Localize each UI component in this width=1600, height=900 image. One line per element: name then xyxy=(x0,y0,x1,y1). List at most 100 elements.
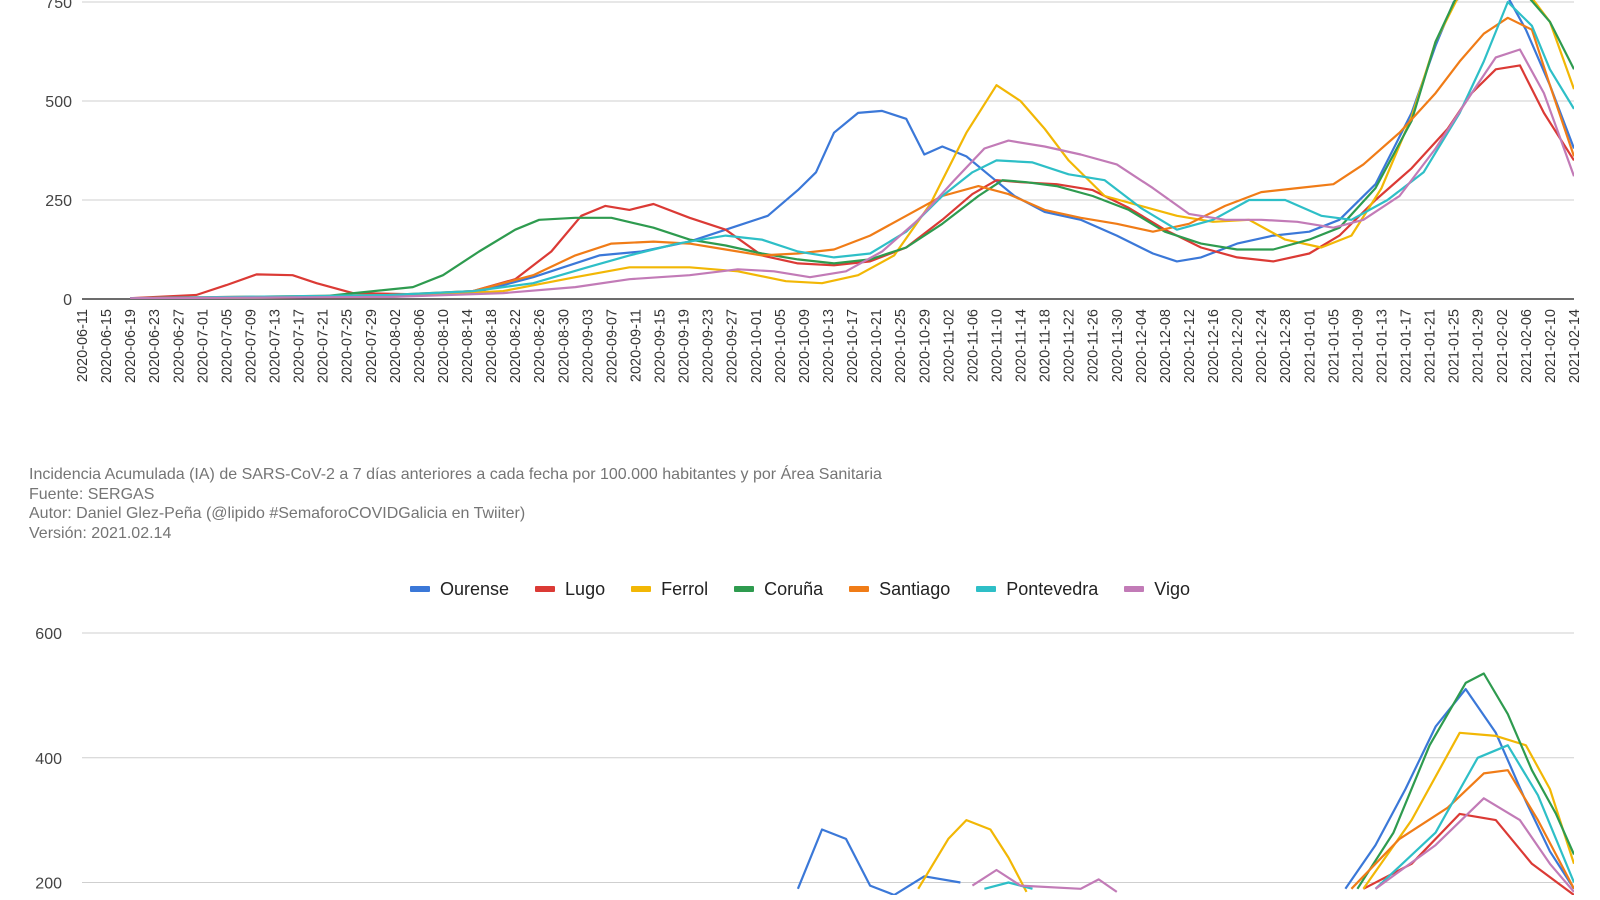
legend-item-pontevedra[interactable]: Pontevedra xyxy=(976,579,1098,600)
legend-swatch xyxy=(849,586,870,592)
legend-item-coruña[interactable]: Coruña xyxy=(734,579,823,600)
x-tick-label: 2020-11-30 xyxy=(1110,309,1126,382)
x-tick-label: 2020-10-05 xyxy=(773,309,789,383)
x-tick-label: 2020-09-15 xyxy=(653,309,669,383)
x-tick-label: 2020-07-17 xyxy=(292,309,308,383)
x-tick-label: 2020-06-23 xyxy=(147,309,163,383)
x-tick-label: 2021-01-01 xyxy=(1302,309,1318,383)
x-tick-label: 2020-11-10 xyxy=(989,309,1005,382)
legend-swatch xyxy=(535,586,556,592)
x-tick-label: 2020-06-27 xyxy=(171,309,187,383)
x-tick-label: 2020-08-06 xyxy=(412,309,428,383)
legend-label: Pontevedra xyxy=(1006,578,1099,599)
x-tick-label: 2021-01-09 xyxy=(1350,309,1366,383)
legend-item-ferrol[interactable]: Ferrol xyxy=(631,579,708,600)
x-tick-label: 2020-08-22 xyxy=(508,309,524,383)
x-tick-label: 2021-02-10 xyxy=(1543,309,1559,383)
series-line-santiago xyxy=(130,16,1574,299)
x-tick-label: 2020-10-01 xyxy=(749,309,765,383)
y-tick-label: 400 xyxy=(35,751,62,768)
legend-item-ourense[interactable]: Ourense xyxy=(410,579,509,600)
series-line-pontevedra xyxy=(130,0,1574,299)
legend-label: Lugo xyxy=(565,578,606,599)
caption-description: Incidencia Acumulada (IA) de SARS-CoV-2 … xyxy=(29,466,882,483)
legend-label: Ourense xyxy=(440,578,510,599)
x-tick-label: 2020-12-28 xyxy=(1278,309,1294,383)
x-tick-label: 2020-08-02 xyxy=(388,309,404,383)
x-tick-label: 2021-01-05 xyxy=(1326,309,1342,383)
x-tick-label: 2021-01-29 xyxy=(1471,309,1487,383)
series-line-ourense xyxy=(130,0,1574,299)
caption-source: Fuente: SERGAS xyxy=(29,485,155,503)
x-tick-label: 2020-08-14 xyxy=(460,309,476,383)
series-line-coruña xyxy=(130,0,1574,299)
legend-swatch xyxy=(631,586,652,592)
y-tick-label: 600 xyxy=(35,626,62,643)
y-tick-label: 200 xyxy=(35,876,62,893)
y-tick-label: 0 xyxy=(63,292,72,309)
x-tick-label: 2020-12-20 xyxy=(1230,309,1246,383)
series-line-vigo xyxy=(130,48,1574,299)
x-tick-label: 2020-12-16 xyxy=(1206,309,1222,383)
x-tick-label: 2020-08-26 xyxy=(532,309,548,383)
x-tick-label: 2020-12-04 xyxy=(1134,309,1150,383)
y-tick-label: 750 xyxy=(45,0,72,12)
x-tick-label: 2020-11-06 xyxy=(965,309,981,382)
x-tick-label: 2020-12-08 xyxy=(1158,309,1174,383)
x-tick-label: 2020-07-25 xyxy=(340,309,356,383)
x-tick-label: 2021-02-06 xyxy=(1519,309,1535,383)
x-tick-label: 2020-09-11 xyxy=(628,309,644,382)
legend-swatch xyxy=(1124,586,1145,592)
series-line-vigo xyxy=(971,797,1574,893)
legend-swatch xyxy=(976,586,997,592)
x-tick-label: 2020-10-21 xyxy=(869,309,885,383)
x-tick-label: 2021-01-13 xyxy=(1374,309,1390,383)
legend-swatch xyxy=(734,586,755,592)
series-line-ourense xyxy=(796,688,1574,895)
top-line-chart: 0 250 500 750 2020-06-11 2020-06-15 2020-06-19… xyxy=(45,0,1583,383)
x-tick-label: 2020-12-12 xyxy=(1182,309,1198,383)
x-tick-label: 2020-07-01 xyxy=(195,309,211,383)
x-tick-label: 2020-10-13 xyxy=(821,309,837,383)
x-tick-label: 2020-06-15 xyxy=(99,309,115,383)
x-tick-label: 2020-07-05 xyxy=(219,309,235,383)
legend-label: Vigo xyxy=(1154,578,1190,599)
x-tick-label: 2020-11-26 xyxy=(1086,309,1102,382)
x-tick-label: 2020-11-18 xyxy=(1038,309,1054,382)
legend-item-vigo[interactable]: Vigo xyxy=(1124,579,1190,600)
x-tick-label: 2020-06-19 xyxy=(123,309,139,383)
x-tick-label: 2020-08-30 xyxy=(556,309,572,383)
x-tick-label: 2020-08-10 xyxy=(436,309,452,383)
x-tick-label: 2020-11-02 xyxy=(941,309,957,382)
x-tick-label: 2020-07-21 xyxy=(316,309,332,383)
x-tick-label: 2020-07-29 xyxy=(364,309,380,383)
x-tick-label: 2020-11-14 xyxy=(1014,309,1030,382)
x-tick-label: 2021-01-21 xyxy=(1423,309,1439,383)
x-tick-label: 2020-10-09 xyxy=(797,309,813,383)
legend-item-santiago[interactable]: Santiago xyxy=(849,579,950,600)
chart-caption: Incidencia Acumulada (IA) de SARS-CoV-2 … xyxy=(29,465,1229,543)
caption-version: Versión: 2021.02.14 xyxy=(29,524,172,542)
x-tick-label: 2020-09-03 xyxy=(580,309,596,383)
x-tick-label: 2021-01-17 xyxy=(1399,309,1415,383)
legend-item-lugo[interactable]: Lugo xyxy=(535,579,605,600)
legend-label: Coruña xyxy=(764,578,824,599)
legend-label: Santiago xyxy=(879,578,951,599)
x-tick-label: 2020-11-22 xyxy=(1062,309,1078,382)
x-tick-label: 2020-09-07 xyxy=(604,309,620,383)
y-tick-label: 500 xyxy=(45,94,72,111)
x-tick-label: 2020-10-29 xyxy=(917,309,933,383)
x-tick-label: 2020-09-19 xyxy=(677,309,693,383)
x-tick-label: 2020-08-18 xyxy=(484,309,500,383)
series-line-lugo xyxy=(130,64,1574,299)
series-line-santiago xyxy=(1350,769,1574,890)
x-tick-label: 2021-02-02 xyxy=(1495,309,1511,383)
x-tick-label: 2020-09-23 xyxy=(701,309,717,383)
x-tick-label: 2021-01-25 xyxy=(1447,309,1463,383)
x-tick-label: 2020-07-09 xyxy=(243,309,259,383)
x-tick-label: 2021-02-14 xyxy=(1567,309,1583,383)
x-tick-label: 2020-12-24 xyxy=(1254,309,1270,383)
series-line-pontevedra xyxy=(984,744,1574,890)
legend-label: Ferrol xyxy=(661,578,709,599)
